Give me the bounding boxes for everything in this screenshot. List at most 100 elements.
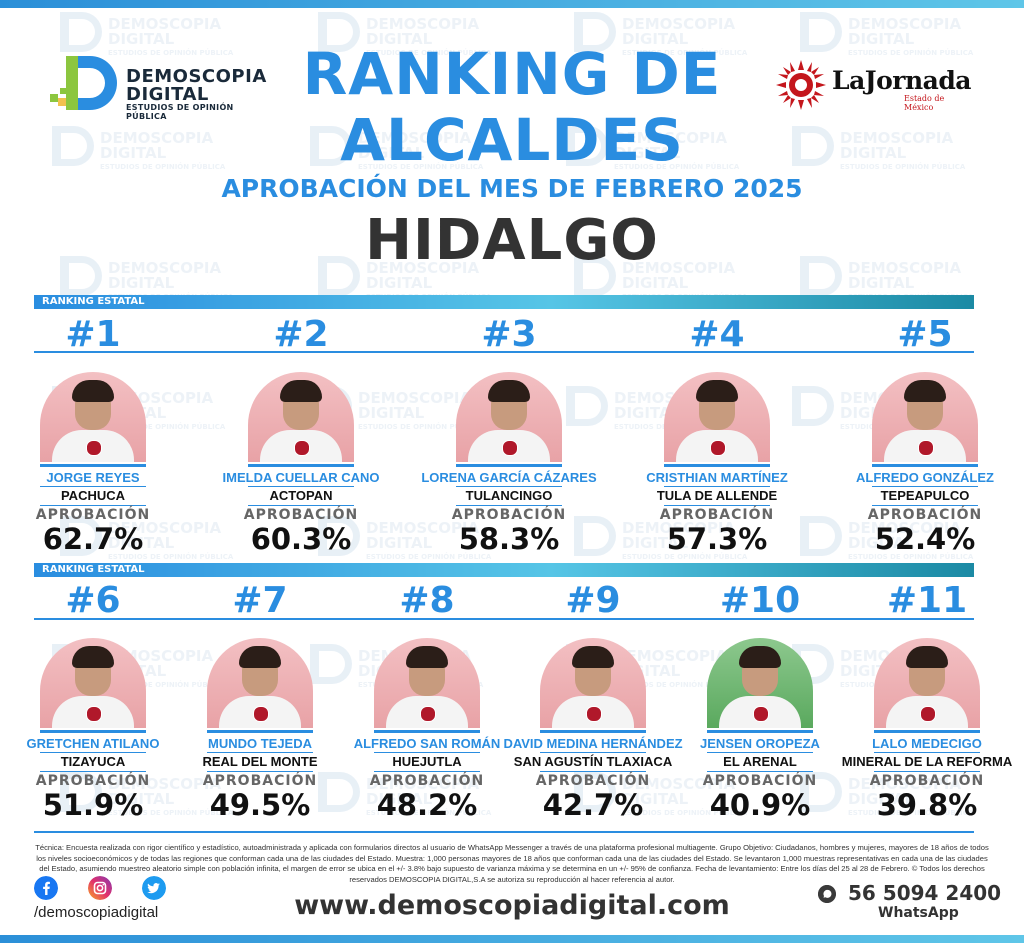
party-badge-icon <box>502 440 518 456</box>
rank-number: #4 <box>689 314 745 355</box>
ranking-section-bar: RANKING ESTATAL <box>34 563 974 577</box>
candidate-name: LALO MEDECIGO <box>872 736 982 751</box>
photo-hair <box>72 380 114 402</box>
top-accent-bar <box>0 0 1024 8</box>
approval-value: 49.5% <box>209 788 311 822</box>
social-handle[interactable]: /demoscopiadigital <box>34 904 159 921</box>
name-divider <box>40 486 146 487</box>
party-badge-icon <box>86 706 102 722</box>
candidate-city: TEPEAPULCO <box>880 488 970 503</box>
candidate-name: ALFREDO GONZÁLEZ <box>856 470 994 485</box>
whatsapp-phone: 56 5094 2400 <box>848 881 1002 905</box>
approval-label: APROBACIÓN <box>369 773 485 789</box>
approval-label: APROBACIÓN <box>35 507 151 523</box>
candidate-photo <box>40 372 146 462</box>
approval-value: 48.2% <box>376 788 478 822</box>
candidate-photo <box>374 638 480 728</box>
watermark-d-icon <box>800 516 842 556</box>
name-divider <box>207 752 313 753</box>
name-underline <box>540 730 646 733</box>
candidate-photo <box>707 638 813 728</box>
city-divider <box>664 505 770 506</box>
approval-value: 52.4% <box>874 522 976 556</box>
party-badge-icon <box>753 706 769 722</box>
logo-line-3: ESTUDIOS DE OPINIÓN PÚBLICA <box>126 103 234 121</box>
photo-hair <box>696 380 738 402</box>
approval-label: APROBACIÓN <box>35 773 151 789</box>
party-badge-icon <box>918 440 934 456</box>
approval-label: APROBACIÓN <box>867 507 983 523</box>
party-badge-icon <box>253 706 269 722</box>
photo-hair <box>739 646 781 668</box>
city-divider <box>40 505 146 506</box>
rank-number: #10 <box>719 580 801 621</box>
watermark-d-icon <box>310 644 352 684</box>
city-divider <box>248 505 354 506</box>
photo-hair <box>906 646 948 668</box>
whatsapp-label: WhatsApp <box>878 905 959 921</box>
candidate-city: PACHUCA <box>60 488 126 503</box>
logo-line-2: DIGITAL <box>126 84 209 105</box>
name-divider <box>248 486 354 487</box>
approval-label: APROBACIÓN <box>451 507 567 523</box>
bottom-accent-bar <box>0 935 1024 943</box>
candidate-name: IMELDA CUELLAR CANO <box>222 470 380 485</box>
city-divider <box>540 771 646 772</box>
candidate-name: CRISTHIAN MARTÍNEZ <box>646 470 788 485</box>
la-jornada-logo: LaJornada Estado de México <box>776 60 976 112</box>
candidate-photo <box>872 372 978 462</box>
name-divider <box>707 752 813 753</box>
candidate-name: MUNDO TEJEDA <box>207 736 312 751</box>
candidate-city: TULA DE ALLENDE <box>656 488 778 503</box>
city-divider <box>707 771 813 772</box>
approval-value: 57.3% <box>666 522 768 556</box>
city-divider <box>40 771 146 772</box>
photo-hair <box>488 380 530 402</box>
approval-label: APROBACIÓN <box>702 773 818 789</box>
party-badge-icon <box>294 440 310 456</box>
name-underline <box>374 730 480 733</box>
candidate-photo <box>540 638 646 728</box>
rank-number: #6 <box>65 580 121 621</box>
twitter-icon[interactable] <box>142 876 166 900</box>
name-underline <box>664 464 770 467</box>
rank-number: #3 <box>481 314 537 355</box>
ranking-section-bar: RANKING ESTATAL <box>34 295 974 309</box>
photo-hair <box>572 646 614 668</box>
candidate-city: SAN AGUSTÍN TLAXIACA <box>513 754 673 769</box>
approval-value: 62.7% <box>42 522 144 556</box>
instagram-icon[interactable] <box>88 876 112 900</box>
name-underline <box>456 464 562 467</box>
name-divider <box>456 486 562 487</box>
candidate-name: JENSEN OROPEZA <box>700 736 820 751</box>
website-link[interactable]: www.demoscopiadigital.com <box>294 890 730 921</box>
party-badge-icon <box>920 706 936 722</box>
candidate-city: MINERAL DE LA REFORMA <box>841 754 1013 769</box>
city-divider <box>872 505 978 506</box>
approval-label: APROBACIÓN <box>202 773 318 789</box>
candidate-photo <box>207 638 313 728</box>
approval-value: 39.8% <box>876 788 978 822</box>
candidate-city: ACTOPAN <box>269 488 333 503</box>
photo-hair <box>280 380 322 402</box>
title-line-2: ALCALDES <box>340 106 684 174</box>
facebook-icon[interactable] <box>34 876 58 900</box>
candidate-name: GRETCHEN ATILANO <box>26 736 160 751</box>
approval-value: 42.7% <box>542 788 644 822</box>
city-divider <box>456 505 562 506</box>
whatsapp-contact[interactable]: 56 5094 2400 WhatsApp <box>818 880 1002 926</box>
name-underline <box>874 730 980 733</box>
rank-number: #2 <box>273 314 329 355</box>
candidate-photo <box>664 372 770 462</box>
rank-number: #7 <box>232 580 288 621</box>
ranking-section-label: RANKING ESTATAL <box>42 296 145 307</box>
demoscopia-logo: DEMOSCOPIA DIGITAL ESTUDIOS DE OPINIÓN P… <box>50 54 266 121</box>
approval-value: 40.9% <box>709 788 811 822</box>
photo-hair <box>72 646 114 668</box>
name-underline <box>207 730 313 733</box>
approval-label: APROBACIÓN <box>659 507 775 523</box>
candidate-photo <box>248 372 354 462</box>
logo-line-1: DEMOSCOPIA <box>126 66 267 87</box>
approval-label: APROBACIÓN <box>535 773 651 789</box>
ranking-section-label: RANKING ESTATAL <box>42 564 145 575</box>
